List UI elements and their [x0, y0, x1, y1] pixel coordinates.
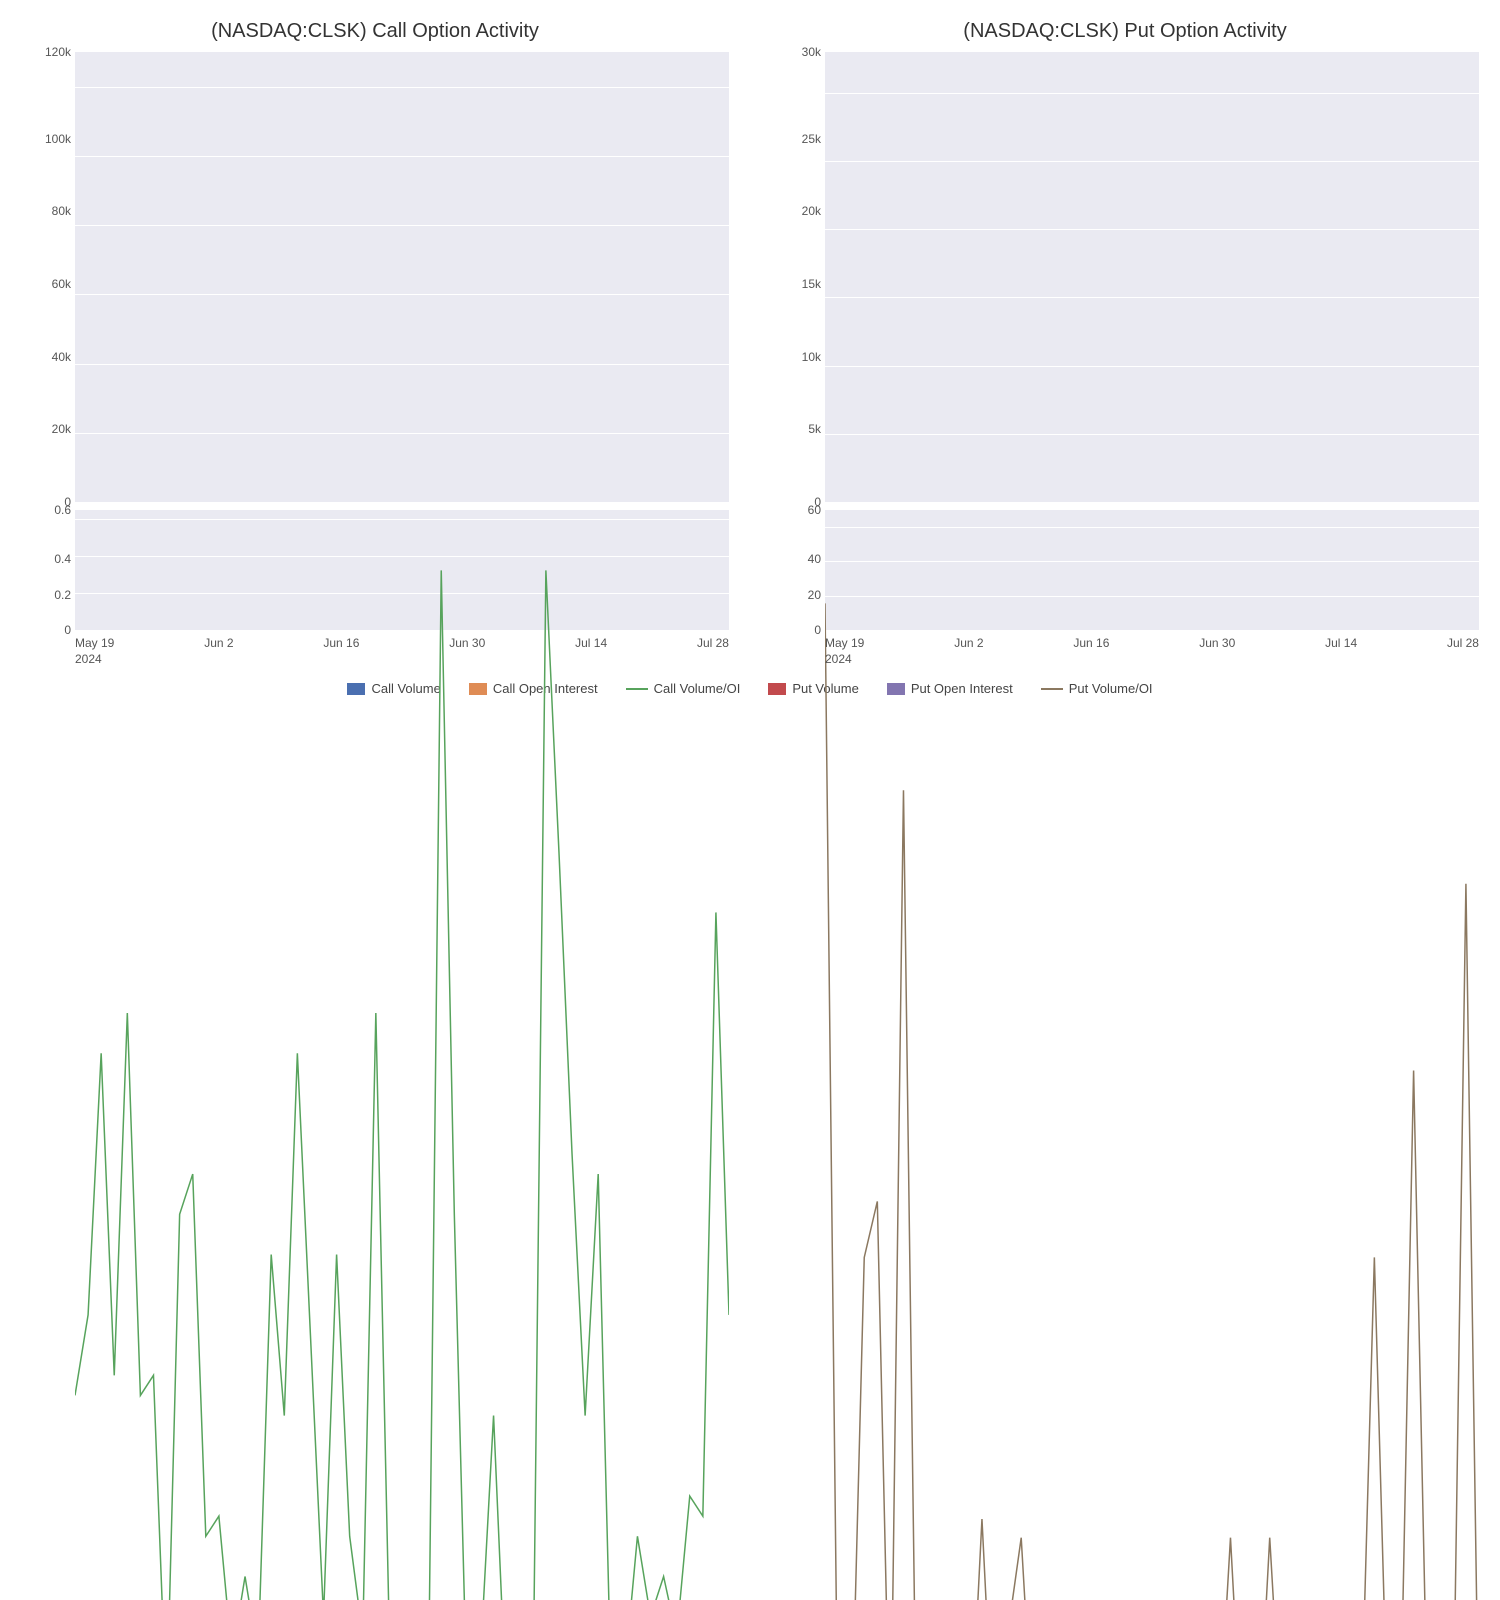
put-ratio-line — [825, 510, 1479, 1600]
chart-grid: (NASDAQ:CLSK) Call Option Activity 120k1… — [20, 20, 1480, 631]
call-bars — [85, 52, 719, 502]
call-ratio-plot: 0.60.40.20 May 19Jun 2Jun 16Jun 30Jul 14… — [74, 509, 730, 631]
put-title: (NASDAQ:CLSK) Put Option Activity — [770, 20, 1480, 43]
put-bar-plot: 30k25k20k15k10k5k0 — [824, 51, 1480, 503]
call-bar-plot: 120k100k80k60k40k20k0 — [74, 51, 730, 503]
put-bars — [835, 52, 1469, 502]
put-yaxis: 30k25k20k15k10k5k0 — [773, 52, 821, 502]
call-yaxis: 120k100k80k60k40k20k0 — [23, 52, 71, 502]
call-ratio-yaxis: 0.60.40.20 — [23, 510, 71, 630]
put-panel: (NASDAQ:CLSK) Put Option Activity 30k25k… — [770, 20, 1480, 631]
call-year: 2024 — [75, 652, 102, 666]
put-xaxis: May 19Jun 2Jun 16Jun 30Jul 14Jul 28 — [825, 636, 1479, 650]
call-panel: (NASDAQ:CLSK) Call Option Activity 120k1… — [20, 20, 730, 631]
put-year: 2024 — [825, 652, 852, 666]
put-ratio-plot: 6040200 May 19Jun 2Jun 16Jun 30Jul 14Jul… — [824, 509, 1480, 631]
call-title: (NASDAQ:CLSK) Call Option Activity — [20, 20, 730, 43]
put-ratio-yaxis: 6040200 — [773, 510, 821, 630]
call-xaxis: May 19Jun 2Jun 16Jun 30Jul 14Jul 28 — [75, 636, 729, 650]
call-ratio-line — [75, 510, 729, 1600]
legend-swatch — [768, 683, 786, 695]
